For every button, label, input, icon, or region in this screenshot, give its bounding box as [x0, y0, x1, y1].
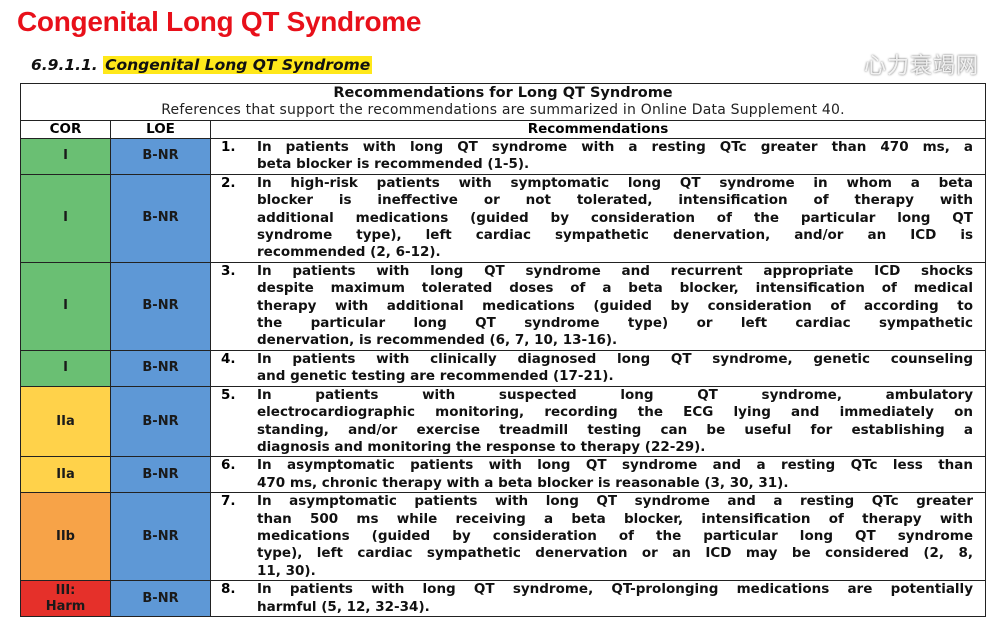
watermark: 心力衰竭网	[863, 54, 979, 79]
recommendation-line: harmful (5, 12, 32-34).	[257, 598, 430, 615]
header-loe: LOE	[110, 120, 211, 139]
recommendation-number: 2.	[221, 174, 236, 191]
caption-title: Recommendations for Long QT Syndrome	[333, 85, 673, 101]
section-number: 6.9.1.1.	[31, 56, 98, 74]
recommendation-line: In asymptomatic patients with long QT sy…	[257, 493, 973, 510]
recommendation-line: the particular long QT syndrome type) or…	[257, 315, 973, 332]
table-row: I B-NR 1. In patients with long QT syndrome…	[20, 138, 986, 175]
loe-value: B-NR	[142, 360, 179, 376]
loe-cell: B-NR	[110, 138, 211, 175]
section-title: Congenital Long QT Syndrome	[103, 56, 373, 74]
recommendation-cell: 5. In patients with suspected long QT syn…	[210, 385, 986, 458]
recommendation-line: and genetic testing are recommended (17-…	[257, 368, 614, 385]
recommendation-line: than 500 ms while receiving a beta block…	[257, 510, 973, 527]
cor-cell: I	[20, 349, 111, 387]
table-row: I B-NR 3. In patients with long QT syndrome…	[20, 261, 986, 351]
recommendation-line: standing, and/or exercise treadmill test…	[257, 421, 973, 438]
recommendation-number: 1.	[221, 139, 236, 155]
recommendation-number: 4.	[221, 350, 236, 367]
recommendation-cell: 4. In patients with clinically diagnosed …	[210, 349, 986, 387]
cor-cell: I	[20, 173, 111, 263]
loe-cell: B-NR	[110, 492, 211, 582]
recommendation-line: blocker is ineffective or not tolerated,…	[257, 192, 973, 209]
recommendation-number: 6.	[221, 457, 236, 474]
cor-value: I	[63, 210, 68, 226]
table-row: I B-NR 4. In patients with clinically diagn…	[20, 349, 986, 387]
recommendation-number: 7.	[221, 493, 236, 510]
loe-value: B-NR	[142, 590, 179, 606]
loe-cell: B-NR	[110, 261, 211, 351]
recommendation-line: medications (guided by consideration of …	[257, 527, 973, 544]
recommendation-line: therapy with additional medications (gui…	[257, 297, 973, 314]
table-row: IIb B-NR 7. In asymptomatic patients with l…	[20, 492, 986, 582]
cor-cell: IIb	[20, 492, 111, 582]
recommendation-cell: 3. In patients with long QT syndrome and …	[210, 261, 986, 351]
recommendation-line: In patients with clinically diagnosed lo…	[257, 350, 973, 367]
loe-cell: B-NR	[110, 385, 211, 458]
table-row: I B-NR 2. In high-risk patients with sympto…	[20, 173, 986, 263]
recommendation-line: In patients with long QT syndrome, QT-pr…	[257, 581, 973, 598]
cor-cell: IIa	[20, 456, 111, 494]
cor-cell: III: Harm	[20, 580, 111, 617]
recommendation-number: 8.	[221, 581, 236, 598]
caption-note: References that support the recommendati…	[161, 102, 845, 118]
recommendation-line: 11, 30).	[257, 562, 316, 579]
loe-cell: B-NR	[110, 173, 211, 263]
cor-value: I	[63, 148, 68, 164]
cor-cell: I	[20, 138, 111, 175]
cor-value: IIa	[56, 413, 75, 429]
table-row: IIa B-NR 5. In patients with suspected long…	[20, 385, 986, 458]
section-heading: 6.9.1.1. Congenital Long QT Syndrome	[31, 56, 373, 74]
recommendation-line: syndrome type), left cardiac sympathetic…	[257, 227, 973, 244]
recommendation-number: 3.	[221, 262, 236, 279]
loe-value: B-NR	[142, 298, 179, 314]
table-caption: Recommendations for Long QT Syndrome Ref…	[20, 83, 986, 121]
recommendation-cell: 8. In patients with long QT syndrome, QT-…	[210, 580, 986, 617]
recommendation-line: electrocardiographic monitoring, recordi…	[257, 404, 973, 421]
cor-value: I	[63, 360, 68, 376]
recommendation-line: despite maximum tolerated doses of a bet…	[257, 280, 973, 297]
cor-value: IIa	[56, 466, 75, 482]
recommendation-line: In patients with long QT syndrome with a…	[257, 139, 973, 155]
cor-cell: I	[20, 261, 111, 351]
recommendation-line: recommended (2, 6-12).	[257, 244, 441, 261]
recommendation-cell: 7. In asymptomatic patients with long QT …	[210, 492, 986, 582]
recommendation-line: In asymptomatic patients with long QT sy…	[257, 457, 973, 474]
table-row: IIa B-NR 6. In asymptomatic patients with l…	[20, 456, 986, 494]
recommendation-line: additional medications (guided by consid…	[257, 209, 973, 226]
recommendation-line: In high-risk patients with symptomatic l…	[257, 174, 973, 191]
loe-value: B-NR	[142, 413, 179, 429]
loe-cell: B-NR	[110, 456, 211, 494]
page-title: Congenital Long QT Syndrome	[17, 6, 422, 37]
recommendation-line: In patients with long QT syndrome and re…	[257, 262, 973, 279]
recommendation-line: beta blocker is recommended (1-5).	[257, 156, 530, 173]
recommendation-line: type), left cardiac sympathetic denervat…	[257, 545, 973, 562]
loe-value: B-NR	[142, 528, 179, 544]
loe-cell: B-NR	[110, 580, 211, 617]
recommendation-cell: 6. In asymptomatic patients with long QT …	[210, 456, 986, 494]
cor-value: IIb	[56, 528, 75, 544]
cor-value: I	[63, 298, 68, 314]
loe-cell: B-NR	[110, 349, 211, 387]
recommendation-line: In patients with suspected long QT syndr…	[257, 386, 973, 403]
recommendation-line: 470 ms, chronic therapy with a beta bloc…	[257, 474, 789, 491]
recommendation-cell: 1. In patients with long QT syndrome with…	[210, 138, 986, 175]
table-row: III: Harm B-NR 8. In patients with long QT …	[20, 580, 986, 617]
loe-value: B-NR	[142, 148, 179, 164]
loe-value: B-NR	[142, 210, 179, 226]
recommendation-number: 5.	[221, 386, 236, 403]
recommendation-cell: 2. In high-risk patients with symptomatic…	[210, 173, 986, 263]
cor-value: III: Harm	[45, 582, 86, 614]
recommendation-line: denervation, is recommended (6, 7, 10, 1…	[257, 332, 618, 349]
header-recommendations: Recommendations	[210, 120, 986, 139]
recommendations-table: Recommendations for Long QT Syndrome Ref…	[20, 83, 986, 617]
loe-value: B-NR	[142, 466, 179, 482]
cor-cell: IIa	[20, 385, 111, 458]
recommendation-line: diagnosis and monitoring the response to…	[257, 438, 706, 455]
header-cor: COR	[20, 120, 111, 139]
